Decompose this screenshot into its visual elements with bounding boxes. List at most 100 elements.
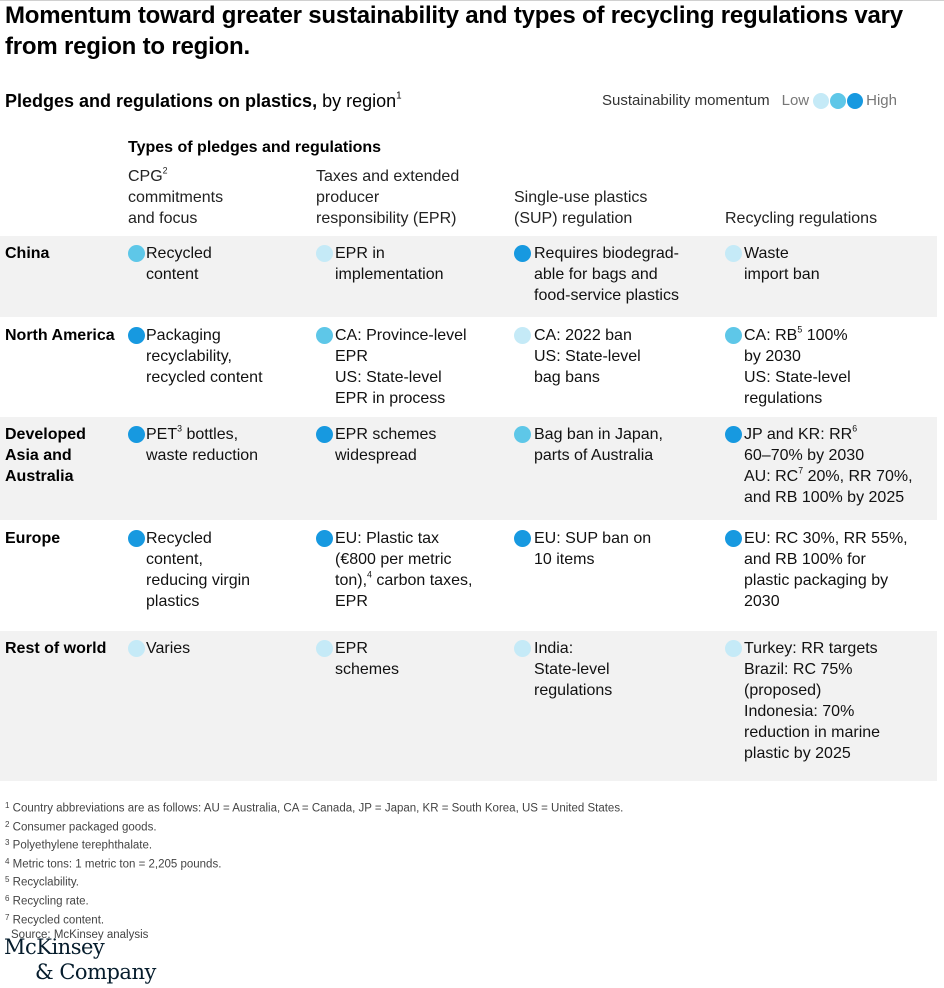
- table-cell: EU: Plastic tax (€800 per metric ton),4 ca…: [316, 528, 516, 612]
- footnote-list: 1 Country abbreviations are as follows: …: [5, 798, 623, 928]
- region-label: Europe: [5, 530, 61, 547]
- logo-line-2: & Company: [35, 960, 156, 984]
- subtitle-footnote-mark: 1: [396, 90, 402, 102]
- region-label: China: [5, 245, 50, 262]
- table-cell: CA: 2022 ban US: State-level bag bans: [514, 325, 714, 388]
- table-cell: Packaging recyclability, recycled content: [128, 325, 328, 388]
- table-cell: CA: Province-level EPR US: State-level EPR …: [316, 325, 516, 409]
- row-band: [0, 236, 937, 317]
- momentum-dot-high: [514, 530, 531, 547]
- table-cell: Bag ban in Japan, parts of Australia: [514, 424, 714, 466]
- footnote: 3 Polyethylene terephthalate.: [5, 838, 153, 852]
- cell-text: Recycled content: [146, 245, 212, 283]
- momentum-legend: Sustainability momentum Low High: [602, 91, 897, 111]
- legend-dot-medium: [830, 93, 847, 109]
- table-cell: JP and KR: RR6 60–70% by 2030 AU: RC7 20%,…: [725, 424, 925, 508]
- cell-text: EPR in implementation: [335, 245, 444, 283]
- cell-text: EPR schemes: [335, 640, 400, 678]
- momentum-dot-low: [514, 327, 531, 344]
- source-note: Source: McKinsey analysis: [11, 929, 149, 942]
- cell-text: Requires biodegrad-able for bags and food…: [534, 245, 679, 304]
- momentum-dot-low: [725, 245, 742, 262]
- momentum-dot-high: [128, 426, 145, 443]
- types-title: Types of pledges and regulations: [128, 139, 382, 156]
- cell-text: CA: RB5 100% by 2030 US: State-level regula…: [744, 324, 851, 407]
- mckinsey-logo: McKinsey & Company: [4, 935, 156, 985]
- table-cell: Varies: [128, 638, 328, 659]
- footnote: 2 Consumer packaged goods.: [5, 819, 157, 834]
- cell-text: CA: Province-level EPR US: State-level EPR …: [335, 327, 467, 407]
- momentum-dot-low: [725, 640, 742, 657]
- table-cell: CA: RB5 100% by 2030 US: State-level regula…: [725, 325, 925, 409]
- footnote: 4 Metric tons: 1 metric ton = 2,205 poun…: [5, 856, 222, 871]
- cell-text: JP and KR: RR6 60–70% by 2030 AU: RC7 20%,…: [744, 423, 913, 506]
- momentum-dot-medium: [514, 426, 531, 443]
- footnotes: 1 Country abbreviations are as follows: …: [5, 798, 623, 943]
- column-header-4: Recycling regulations: [725, 210, 878, 227]
- cell-text: Packaging recyclability, recycled content: [146, 327, 263, 386]
- momentum-dot-medium: [128, 245, 145, 262]
- table-cell: EU: SUP ban on 10 items: [514, 528, 714, 570]
- legend-dot-low: [813, 93, 830, 109]
- momentum-dot-low: [128, 640, 145, 657]
- row-band: [0, 631, 937, 781]
- table-cell: Recycled content: [128, 243, 328, 285]
- legend-label: Sustainability momentum: [602, 92, 770, 109]
- table-cell: Requires biodegrad-able for bags and food…: [514, 243, 714, 306]
- momentum-dot-high: [725, 426, 742, 443]
- cell-text: PET3 bottles, waste reduction: [146, 423, 259, 464]
- momentum-dot-low: [514, 640, 531, 657]
- cell-text: India: State-level regulations: [534, 640, 613, 699]
- momentum-dot-medium: [316, 327, 333, 344]
- footnote: 6 Recycling rate.: [5, 894, 89, 908]
- legend-scale: [813, 93, 864, 109]
- subtitle: Pledges and regulations on plastics, by …: [5, 89, 402, 113]
- column-header-2: Taxes and extended producer responsibility…: [316, 168, 460, 227]
- momentum-dot-high: [128, 530, 145, 547]
- cell-text: Varies: [146, 640, 191, 657]
- table-cell: EPR schemes widespread: [316, 424, 516, 466]
- footnote: 1 Country abbreviations are as follows: …: [5, 801, 624, 815]
- table-cell: EPR schemes: [316, 638, 516, 680]
- cell-text: EU: Plastic tax (€800 per metric ton),4 ca…: [335, 530, 473, 610]
- legend-high: High: [866, 92, 897, 109]
- cell-text: CA: 2022 ban US: State-level bag bans: [534, 327, 641, 386]
- cell-text: EPR schemes widespread: [335, 426, 437, 464]
- column-header-3: Single-use plastics (SUP) regulation: [514, 189, 648, 227]
- column-header-1: CPG2 commitments and focus: [128, 165, 224, 227]
- footnote: 7 Recycled content.: [5, 912, 105, 927]
- momentum-dot-high: [725, 530, 742, 547]
- legend-low: Low: [781, 92, 810, 109]
- momentum-dot-high: [316, 530, 333, 547]
- table-cell: EPR in implementation: [316, 243, 516, 285]
- table-cell: Waste import ban: [725, 243, 925, 285]
- legend-dot-high: [847, 93, 864, 109]
- subtitle-bold: Pledges and regulations on plastics,: [5, 91, 318, 111]
- table-cell: EU: RC 30%, RR 55%, and RB 100% for plasti…: [725, 528, 925, 612]
- table-cell: Turkey: RR targets Brazil: RC 75% (propose…: [725, 638, 925, 764]
- region-label: North America: [5, 327, 115, 344]
- cell-text: EU: SUP ban on 10 items: [534, 530, 652, 568]
- table-cell: PET3 bottles, waste reduction: [128, 424, 328, 466]
- footnote: 5 Recyclability.: [5, 875, 79, 890]
- momentum-dot-low: [316, 640, 333, 657]
- region-label: Developed Asia and Australia: [5, 426, 86, 485]
- momentum-dot-high: [128, 327, 145, 344]
- cell-text: Recycled content, reducing virgin plastics: [146, 530, 251, 610]
- momentum-dot-high: [316, 426, 333, 443]
- logo-line-1: McKinsey: [4, 935, 105, 959]
- cell-text: EU: RC 30%, RR 55%, and RB 100% for plasti…: [744, 530, 908, 610]
- cell-text: Turkey: RR targets Brazil: RC 75% (propose…: [744, 640, 881, 762]
- momentum-dot-low: [316, 245, 333, 262]
- momentum-dot-medium: [725, 327, 742, 344]
- subtitle-rest: by region: [317, 91, 397, 111]
- cell-text: Bag ban in Japan, parts of Australia: [534, 426, 663, 464]
- region-label: Rest of world: [5, 640, 107, 657]
- table-cell: India: State-level regulations: [514, 638, 714, 701]
- headline: Momentum toward greater sustainability a…: [5, 2, 903, 60]
- cell-text: Waste import ban: [744, 245, 820, 283]
- momentum-dot-high: [514, 245, 531, 262]
- top-rule: [0, 0, 944, 1]
- row-band: [0, 417, 937, 520]
- table-cell: Recycled content, reducing virgin plastics: [128, 528, 328, 612]
